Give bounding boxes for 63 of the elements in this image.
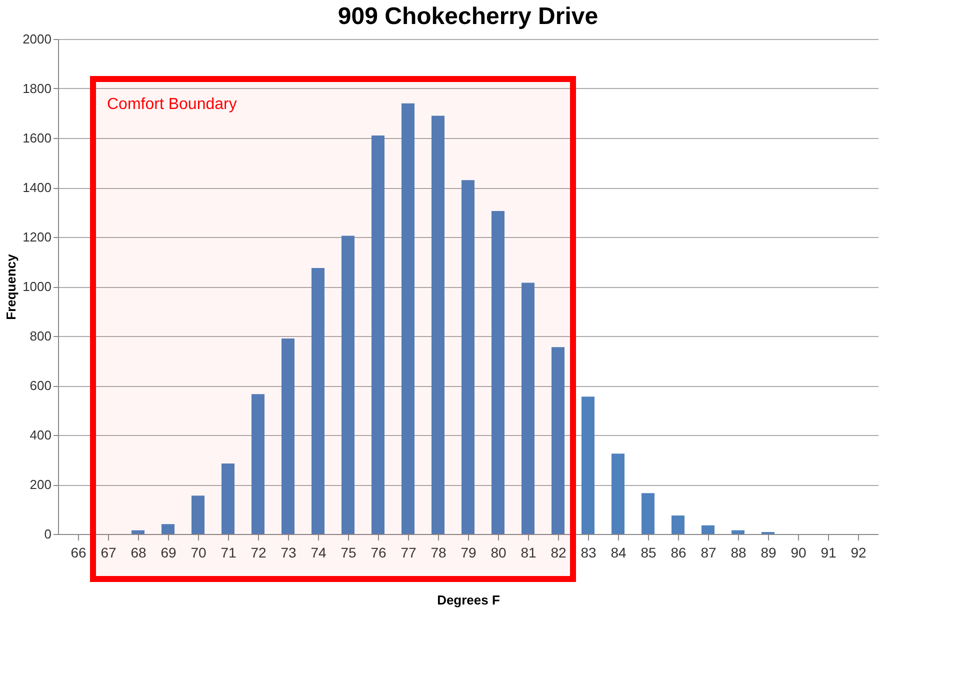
bar [192,496,204,534]
x-tick-label: 77 [400,544,416,560]
y-tick-label: 600 [30,378,52,393]
bar [282,338,294,534]
bar [702,525,714,534]
x-tick-label: 81 [520,544,536,560]
y-tick-label: 1200 [22,230,52,244]
bar [132,530,144,534]
x-tick-label: 88 [730,544,746,560]
bar [342,236,354,534]
y-tick-label: 1800 [22,81,52,96]
x-tick-label: 72 [250,544,266,560]
bar [522,282,534,534]
bar [582,396,594,534]
x-tick-label: 71 [220,544,236,560]
x-tick-label: 67 [100,544,116,560]
y-tick-label: 800 [30,328,52,344]
x-tick-label: 80 [490,544,506,560]
x-tick-label: 85 [640,544,656,560]
x-tick-label: 87 [700,544,716,560]
x-tick-label: 68 [130,544,146,560]
y-tick-label: 400 [30,428,52,442]
bar [402,103,414,534]
bar [672,515,684,534]
bar [462,180,474,534]
x-tick-label: 83 [580,544,596,560]
bar [372,136,384,534]
bar [432,116,444,534]
x-axis-title: Degrees F [437,592,500,608]
x-tick-label: 92 [850,544,866,560]
bar [252,394,264,534]
y-tick-label: 0 [44,526,52,542]
y-tick-label: 1400 [22,180,52,195]
bar [222,463,234,534]
chart-title: 909 Chokecherry Drive [338,3,598,30]
y-tick-label: 1000 [22,279,52,294]
y-axis-title: Frequency [4,253,19,320]
x-tick-label: 78 [430,544,446,560]
x-tick-label: 69 [160,544,176,560]
y-tick-label: 200 [30,477,52,492]
x-tick-label: 86 [670,544,686,560]
x-tick-label: 84 [610,544,626,560]
band-label: Comfort Boundary [107,96,237,113]
y-tick-label: 1600 [22,130,52,146]
bar [162,524,174,534]
bar [612,454,624,534]
x-tick-label: 90 [790,544,806,560]
bar [492,211,504,534]
bar [732,530,744,534]
x-tick-label: 70 [190,544,206,560]
x-tick-label: 74 [310,544,326,560]
x-tick-label: 76 [370,544,386,560]
y-tick-label: 2000 [22,32,52,46]
x-tick-label: 89 [760,544,776,560]
x-tick-label: 66 [70,544,86,560]
x-tick-label: 75 [340,544,356,560]
x-tick-label: 73 [280,544,296,560]
x-tick-label: 82 [550,544,566,560]
bar [642,493,654,534]
x-tick-label: 79 [460,544,476,560]
x-tick-label: 91 [820,544,836,560]
bar [552,347,564,534]
bar [312,268,324,534]
